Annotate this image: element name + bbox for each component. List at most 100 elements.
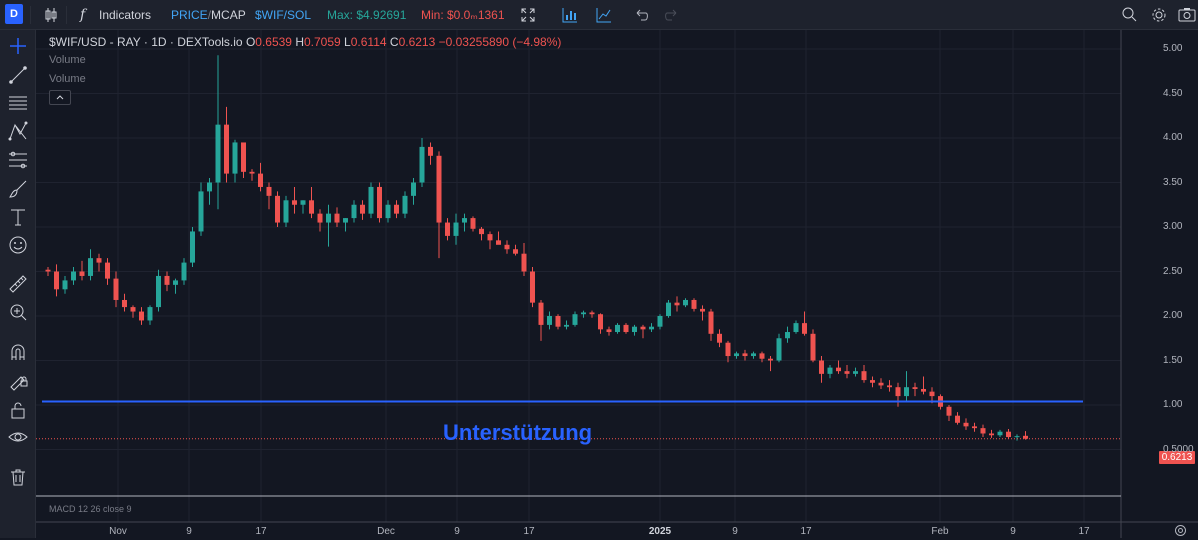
fx-icon[interactable]: f (80, 7, 86, 23)
gear-icon[interactable] (1151, 0, 1167, 30)
price-tick-label: 5.00 (1163, 43, 1183, 54)
text-icon[interactable] (7, 206, 29, 228)
candle (1023, 431, 1028, 440)
volume-legend[interactable]: Volume (49, 54, 86, 66)
candles-icon[interactable] (44, 0, 58, 30)
candle (980, 424, 986, 438)
zoom-in-icon[interactable] (7, 301, 29, 323)
lock-drawing-icon[interactable] (7, 369, 29, 391)
collapse-legend-button[interactable] (49, 90, 71, 105)
candle (470, 216, 476, 232)
bar-chart-icon[interactable] (562, 0, 578, 30)
candle-body (164, 275, 170, 285)
candle (623, 323, 629, 334)
candle-body (479, 228, 484, 235)
candle-body (513, 249, 518, 254)
legend-title[interactable]: $WIF/USD - RAY · 1D · DEXTools.io (49, 35, 243, 49)
eye-icon[interactable] (7, 426, 29, 448)
lock-icon[interactable] (7, 399, 29, 421)
candle-body (173, 280, 178, 285)
undo-icon[interactable] (634, 0, 648, 30)
candle (62, 275, 68, 294)
candle (572, 311, 578, 327)
candle (793, 320, 799, 334)
candle (691, 298, 697, 312)
candle (351, 200, 357, 223)
candle-body (181, 262, 187, 281)
candle (258, 162, 263, 192)
candle (139, 307, 144, 325)
candle (45, 267, 51, 276)
candle-body (436, 155, 442, 223)
candle-body (385, 204, 391, 219)
camera-icon[interactable] (1178, 0, 1196, 30)
candle-body (402, 195, 408, 214)
candle (360, 200, 365, 220)
trash-icon[interactable] (7, 466, 29, 488)
candle-body (997, 431, 1003, 436)
candle-body (139, 311, 144, 321)
candle (130, 305, 136, 318)
fib-retracement-icon[interactable] (7, 149, 29, 171)
toggle-slash: / (207, 8, 212, 22)
candle (895, 382, 901, 407)
horizontal-lines-icon[interactable] (7, 92, 29, 114)
candle (955, 412, 960, 425)
magnet-icon[interactable] (7, 341, 29, 363)
candle-body (589, 312, 595, 315)
candle-body (45, 269, 51, 272)
candle (589, 310, 595, 318)
candle (649, 323, 654, 333)
candle-body (564, 324, 569, 327)
change-value: −0.03255890 (−4.98%) (438, 35, 562, 49)
candle (164, 271, 170, 292)
pair-switch-button[interactable]: $WIF/SOL (255, 8, 312, 22)
candle-body (428, 146, 433, 156)
mcap-option[interactable]: MCAP (211, 8, 246, 22)
candle-body (190, 231, 195, 263)
candle (453, 213, 459, 245)
symbol-button[interactable]: D (5, 4, 23, 24)
price-mcap-toggle[interactable]: PRICE/MCAP (171, 0, 246, 30)
volume-legend-2[interactable]: Volume (49, 73, 86, 85)
trend-line-icon[interactable] (7, 64, 29, 86)
candle (819, 356, 824, 383)
candle-body (870, 380, 875, 383)
candle (844, 364, 850, 379)
candle (479, 227, 484, 241)
candle (105, 258, 110, 285)
support-annotation[interactable]: Unterstützung (443, 420, 593, 445)
redo-icon[interactable] (665, 0, 679, 30)
candle (181, 258, 187, 285)
candle-body (521, 253, 527, 272)
high-value: 0.7059 (304, 35, 341, 49)
candle (946, 405, 952, 422)
candle (445, 218, 450, 241)
indicators-button[interactable]: Indicators (99, 8, 152, 22)
candle (606, 326, 612, 336)
ruler-icon[interactable] (7, 273, 29, 295)
fullscreen-icon[interactable] (521, 0, 535, 30)
candle-body (334, 213, 340, 223)
drawing-toolbar (0, 30, 36, 538)
brush-icon[interactable] (7, 178, 29, 200)
candle (674, 296, 680, 312)
price-option[interactable]: PRICE (171, 8, 208, 22)
candle-body (445, 222, 450, 236)
candle-body (198, 191, 204, 232)
candle-body (972, 426, 977, 429)
candle-body (887, 385, 892, 388)
price-chart[interactable] (36, 30, 1198, 538)
pitchfork-icon[interactable] (7, 120, 29, 142)
crosshair-icon[interactable] (7, 35, 29, 57)
search-icon[interactable] (1121, 0, 1137, 30)
candle-body (368, 186, 374, 214)
line-chart-icon[interactable] (596, 0, 612, 30)
candle-body (538, 302, 544, 325)
macd-legend[interactable]: MACD 12 26 close 9 (49, 504, 132, 514)
candle-body (487, 234, 493, 241)
emoji-icon[interactable] (7, 234, 29, 256)
settings-icon[interactable] (1174, 524, 1187, 537)
candle-body (343, 218, 348, 223)
candle (385, 200, 391, 223)
